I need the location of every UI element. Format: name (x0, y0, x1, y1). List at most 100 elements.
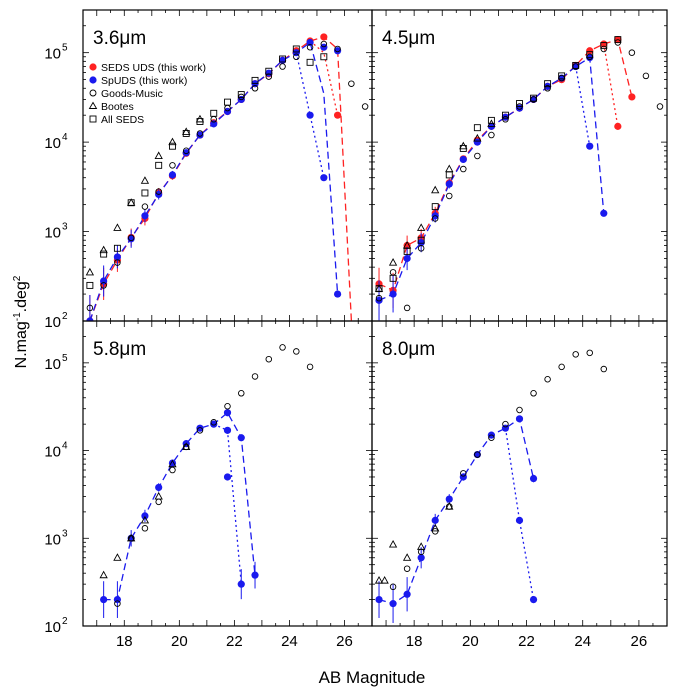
point-spuds-this-work (182, 149, 190, 157)
y-tick-label: 10 (44, 314, 61, 331)
point-bootes (445, 502, 454, 510)
point-all-seds (544, 80, 552, 88)
point-goods-music (155, 188, 162, 195)
point-goods-music (572, 351, 579, 358)
point-goods-music (460, 165, 467, 173)
point-spuds-this-work (389, 600, 397, 608)
point-goods-music (210, 419, 217, 426)
point-all-seds (113, 244, 121, 252)
point-all-seds (169, 142, 176, 150)
point-bootes (431, 523, 440, 532)
point-goods-music (544, 85, 551, 92)
point-bootes (168, 137, 177, 146)
y-tick-label-exponent: 2 (62, 311, 68, 322)
point-all-seds (417, 236, 425, 244)
y-tick-label: 10 (44, 531, 61, 548)
curve-spuds-complete (504, 428, 535, 600)
point-goods-music (516, 406, 523, 414)
point-all-seds (600, 42, 608, 50)
point-goods-music (474, 451, 481, 458)
point-bootes (99, 245, 108, 254)
point-seds-uds-this-work (403, 241, 411, 250)
point-all-seds (210, 109, 218, 117)
legend-marker-bootes (88, 101, 98, 109)
point-all-seds (237, 91, 245, 99)
point-all-seds (487, 116, 495, 124)
point-goods-music (502, 420, 509, 428)
curve-seds-complete (603, 43, 619, 127)
point-goods-music (169, 466, 176, 474)
y-tick-label: 10 (44, 225, 61, 242)
legend-marker-allseds (89, 115, 97, 123)
curve-spuds-complete (575, 66, 591, 147)
point-spuds-this-work (210, 420, 218, 428)
point-goods-music (196, 427, 204, 434)
point-bootes (85, 267, 95, 276)
point-spuds-this-work (501, 113, 510, 121)
point-spuds-this-work (278, 56, 287, 64)
point-goods-music (169, 162, 176, 169)
y-tick-label: 10 (44, 619, 61, 636)
x-tick-label: 24 (281, 633, 298, 650)
legend-label-seds: SEDS UDS (this work) (101, 62, 206, 74)
point-spuds-this-work (403, 590, 411, 598)
y-tick-label-exponent: 2 (62, 616, 68, 627)
point-all-seds (445, 171, 453, 179)
y-tick-label-exponent: 3 (62, 222, 68, 233)
y-tick-label-exponent: 5 (62, 43, 68, 54)
point-goods-music (293, 53, 300, 61)
point-all-seds (530, 94, 537, 102)
point-bootes (402, 553, 412, 561)
point-all-seds (86, 281, 94, 289)
curve-spuds-complete (213, 423, 242, 585)
point-bootes (380, 575, 389, 584)
point-extra (628, 93, 636, 101)
y-axis-label-mid: .deg (13, 281, 30, 312)
point-goods-music (502, 116, 509, 123)
point-goods-music (238, 390, 245, 397)
curve-spuds-fit (378, 56, 605, 301)
point-goods-music (100, 282, 107, 289)
point-all-seds (558, 72, 566, 80)
point-goods-music (403, 304, 411, 312)
point-goods-music (417, 245, 425, 252)
curve-spuds-fit (378, 417, 535, 605)
point-all-seds (586, 51, 594, 59)
point-bootes (140, 176, 150, 184)
point-goods-music (306, 363, 314, 371)
point-all-seds (224, 98, 231, 106)
point-spuds-this-work (223, 409, 232, 417)
point-all-seds (375, 285, 383, 293)
point-all-seds (306, 58, 314, 66)
point-bootes (417, 223, 426, 231)
point-goods-music (196, 130, 204, 137)
x-tick-label: 18 (116, 633, 133, 650)
point-extra (586, 142, 594, 150)
point-all-seds (473, 124, 481, 132)
point-spuds-this-work (113, 253, 122, 261)
point-goods-music (460, 470, 467, 477)
point-goods-music (488, 434, 495, 441)
point-goods-music (114, 259, 121, 266)
panel-8.0um: 18 20 22 24 26 8.0μm (371, 320, 668, 650)
panel-title: 8.0μm (382, 339, 435, 360)
point-all-seds (265, 67, 273, 75)
y-axis-label-exp2: 2 (12, 275, 23, 281)
point-spuds-this-work (141, 212, 149, 220)
point-all-seds (403, 247, 411, 255)
point-bootes (182, 442, 191, 450)
y-tick-label: 10 (44, 356, 61, 373)
point-goods-music (141, 203, 149, 210)
point-extra (320, 174, 328, 182)
point-spuds-this-work (155, 483, 163, 492)
point-all-seds (251, 76, 259, 84)
point-spuds-this-work (515, 415, 524, 423)
point-bootes (417, 542, 426, 550)
point-all-seds (196, 118, 204, 125)
point-spuds-this-work (251, 571, 259, 579)
point-goods-music (361, 103, 369, 110)
point-bootes (154, 491, 163, 500)
point-spuds-this-work (417, 554, 425, 562)
